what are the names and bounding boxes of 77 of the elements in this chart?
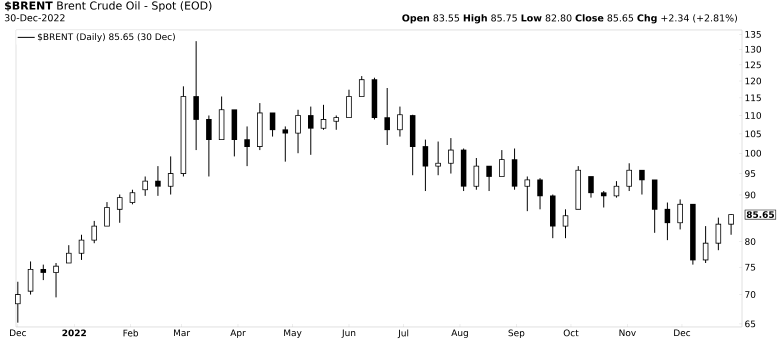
candlestick	[397, 106, 403, 138]
candlestick	[206, 114, 212, 177]
x-tick-label: Apr	[230, 330, 246, 338]
x-tick-label: Jun	[342, 330, 356, 338]
x-tick-label: Mar	[174, 330, 190, 336]
candlestick	[588, 176, 594, 198]
x-tick-label: Dec	[674, 330, 690, 336]
candlestick	[346, 89, 352, 118]
candlestick	[664, 202, 670, 241]
candlestick	[40, 264, 46, 281]
candlestick	[28, 260, 34, 296]
annotation: 85.65	[746, 211, 774, 218]
y-tick-label: 75	[745, 264, 756, 271]
candlestick	[116, 194, 122, 224]
candlestick	[358, 76, 364, 97]
candlestick	[142, 176, 148, 196]
x-tick-label: Oct	[564, 330, 578, 336]
y-tick-label: 135	[746, 30, 761, 38]
x-tick-label: Sep	[508, 330, 524, 338]
candlestick	[562, 208, 568, 239]
y-tick-label: 80	[745, 238, 756, 246]
candlestick	[639, 170, 645, 196]
candlestick	[499, 150, 505, 177]
y-tick-label: 105	[746, 130, 761, 138]
y-tick-label: 125	[746, 61, 761, 68]
y-tick-label: 65	[745, 320, 756, 328]
candlestick	[422, 139, 428, 192]
candlestick	[308, 106, 314, 156]
x-tick-label: 2022	[62, 330, 86, 336]
x-tick-label: Aug	[451, 330, 468, 338]
y-tick-label: 70	[745, 291, 756, 298]
y-tick-label: 120	[746, 78, 762, 84]
candlestick	[104, 202, 110, 227]
candlestick	[614, 180, 620, 198]
candlestick	[716, 217, 722, 251]
y-tick-label: 130	[746, 46, 762, 53]
candlestick	[728, 214, 734, 236]
candlestick	[282, 126, 288, 162]
candlestick	[91, 220, 98, 244]
candlestick	[384, 88, 390, 146]
text: Open 83.55 High 85.75 Low 82.80 Close 85.65 Chg +2.34 (+2.81%)	[402, 14, 737, 24]
y-tick-label: 100	[746, 150, 762, 157]
x-tick-label: Jul	[398, 330, 408, 338]
candlestick	[130, 189, 136, 205]
y-tick-label: 110	[746, 112, 762, 119]
candlestick	[320, 104, 326, 130]
candlestick	[474, 158, 480, 190]
candlestick	[524, 176, 530, 212]
x-tick-label: Feb	[124, 330, 138, 336]
candlestick	[295, 109, 301, 154]
candlestick	[193, 40, 199, 151]
legend-label: $BRENT (Daily) 85.65 (30 Dec)	[38, 33, 175, 42]
y-tick-label: 90	[745, 192, 756, 198]
candlestick	[155, 166, 161, 196]
chart-title: $BRENT Brent Crude Oil - Spot (EOD)	[5, 1, 212, 12]
candlestick	[66, 244, 72, 264]
candlestick	[15, 281, 21, 324]
candlestick	[677, 198, 683, 230]
candlestick	[537, 178, 543, 210]
chart-subtitle: 30-Dec-2022	[4, 14, 65, 22]
candlestick	[626, 162, 632, 192]
y-tick-label: 115	[746, 94, 761, 102]
candlestick	[600, 190, 606, 208]
candlestick	[702, 226, 708, 264]
y-tick-label: 95	[745, 170, 756, 177]
x-tick-label: Nov	[620, 330, 636, 336]
candlestick	[486, 166, 492, 192]
candlestick	[78, 234, 84, 260]
candlestick	[333, 114, 340, 130]
candlestick	[435, 141, 441, 176]
candlestick	[270, 112, 276, 138]
candlestick	[53, 262, 59, 298]
candlestick	[244, 126, 250, 167]
candlestick	[448, 138, 454, 174]
candlestick	[168, 156, 174, 196]
x-tick-label: May	[284, 330, 302, 338]
x-tick-label: Dec	[10, 330, 26, 336]
